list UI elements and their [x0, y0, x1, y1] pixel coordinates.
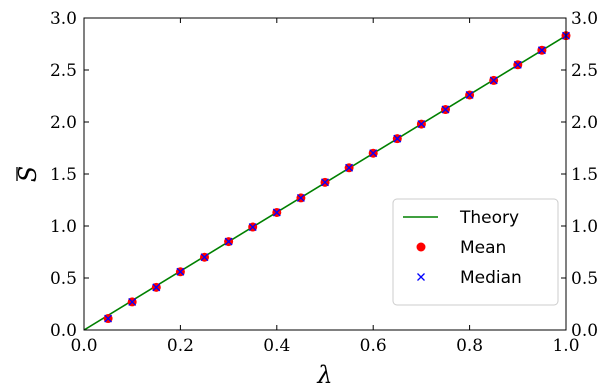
median-point: [393, 134, 402, 143]
y-tick-label-left: 0.5: [50, 269, 77, 289]
y-tick-label-left: 2.5: [50, 61, 77, 81]
x-tick-label: 1.0: [552, 336, 579, 356]
legend-mean-swatch: [416, 242, 426, 252]
median-point: [441, 105, 450, 114]
median-point: [513, 60, 522, 69]
y-tick-label-left: 1.5: [50, 165, 77, 185]
legend-median-swatch: [417, 273, 425, 281]
y-tick-label-right: 2.0: [571, 113, 598, 133]
x-tick-label: 0.2: [167, 336, 194, 356]
median-point: [537, 46, 546, 55]
y-axis-label: S: [14, 166, 42, 182]
y-tick-label-right: 0.0: [571, 321, 598, 341]
median-point: [345, 163, 354, 172]
median-point: [200, 253, 209, 262]
legend-label: Theory: [459, 208, 519, 228]
y-tick-label-right: 3.0: [571, 9, 598, 29]
median-point: [176, 267, 185, 276]
median-point: [152, 283, 161, 292]
y-tick-label-right: 1.0: [571, 217, 598, 237]
legend-label: Mean: [460, 238, 506, 258]
y-tick-label-left: 3.0: [50, 9, 77, 29]
median-point: [465, 91, 474, 99]
y-tick-label-left: 1.0: [50, 217, 77, 237]
median-point: [272, 208, 281, 217]
legend-label: Median: [460, 268, 522, 288]
x-tick-label: 0.4: [263, 336, 290, 356]
median-point: [296, 193, 305, 202]
median-point: [248, 223, 257, 231]
x-tick-label: 0.8: [456, 336, 483, 356]
median-point: [321, 178, 329, 187]
median-point: [128, 297, 137, 306]
y-tick-label-right: 1.5: [571, 165, 598, 185]
y-tick-label-left: 2.0: [50, 113, 77, 133]
median-point: [489, 76, 498, 85]
median-point: [224, 237, 233, 246]
y-tick-label-right: 0.5: [571, 269, 598, 289]
y-tick-label-left: 0.0: [50, 321, 77, 341]
x-tick-label: 0.6: [360, 336, 387, 356]
x-axis-label: λ: [316, 361, 332, 388]
y-tick-label-right: 2.5: [571, 61, 598, 81]
median-point: [369, 149, 378, 158]
x-tick-label: 0.0: [70, 336, 97, 356]
median-point: [104, 314, 113, 323]
legend-box: [392, 198, 559, 306]
median-point: [417, 120, 426, 129]
legend: Theory Mean Median: [392, 198, 559, 306]
